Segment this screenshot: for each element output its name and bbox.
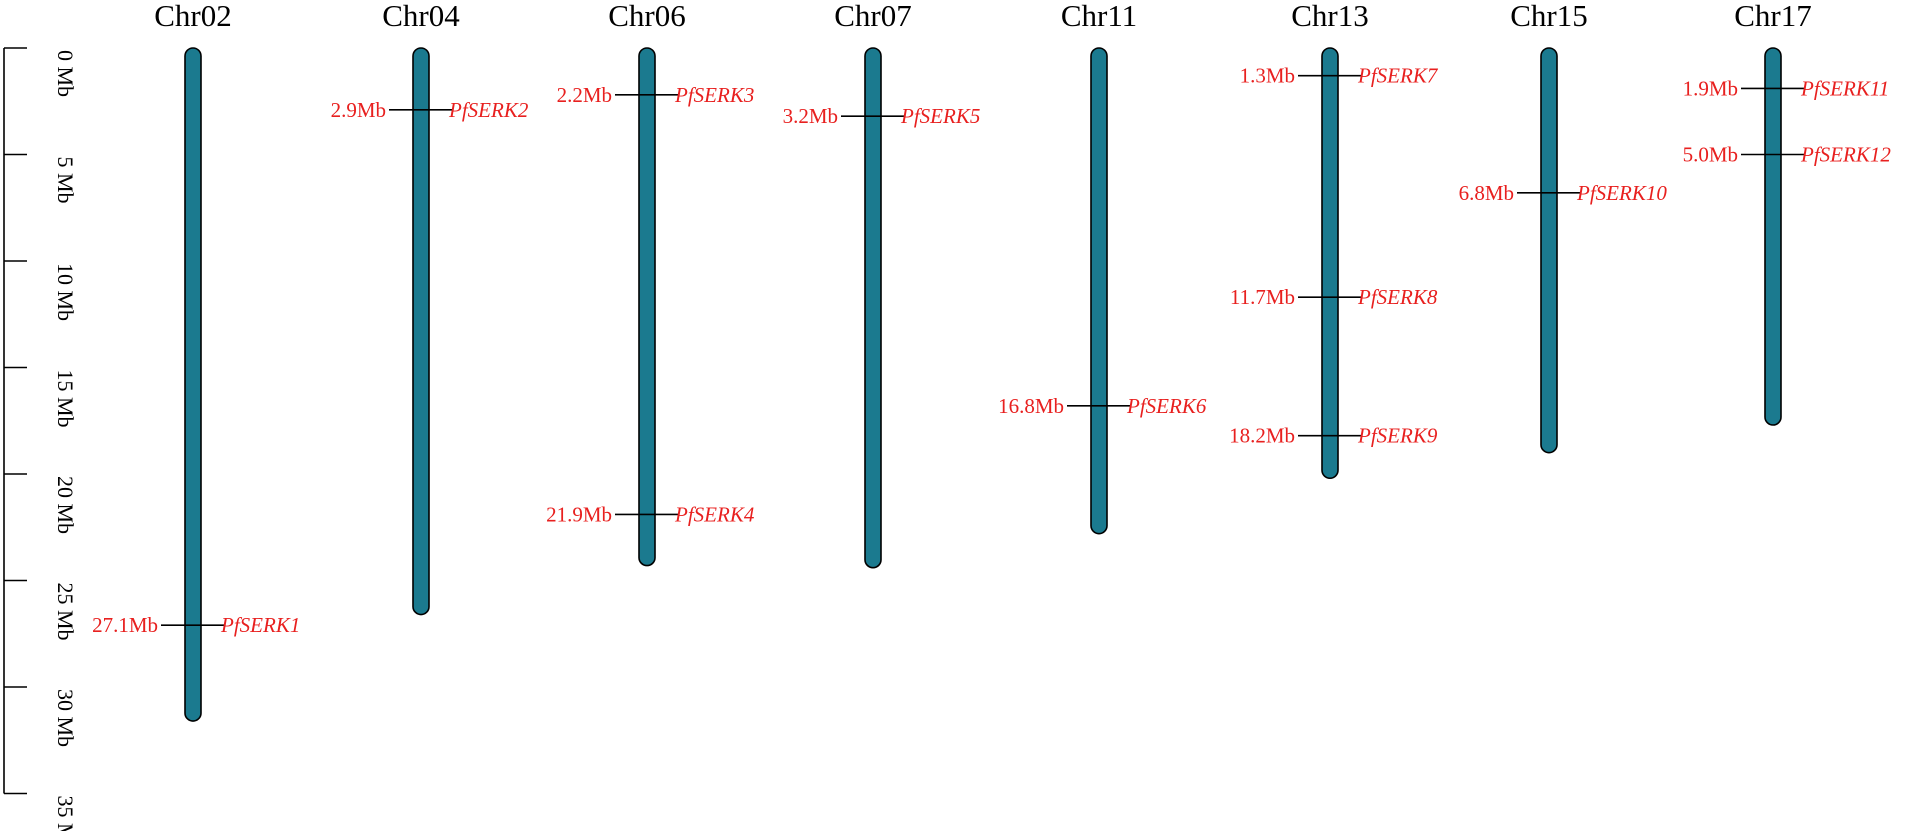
chromosome-title: Chr06 [608,0,686,33]
gene-marker-pfserk2: 2.9Mb PfSERK2 [331,98,529,122]
chromosome-chr07: Chr07 3.2Mb PfSERK5 [783,0,981,569]
chromosome-bar [638,47,656,567]
gene-marker-pfserk4: 21.9Mb PfSERK4 [546,502,755,526]
gene-marker-pfserk9: 18.2Mb PfSERK9 [1229,424,1438,448]
chromosome-chr06: Chr06 2.2Mb PfSERK3 21.9Mb PfSERK4 [546,0,755,567]
chromosome-title: Chr17 [1734,0,1812,33]
gene-marker-pfserk6: 16.8Mb PfSERK6 [998,394,1207,418]
gene-marker-pfserk8: 11.7Mb PfSERK8 [1230,285,1438,309]
gene-name-label: PfSERK6 [1126,394,1207,418]
gene-position-label: 2.9Mb [331,98,386,122]
chromosome-title: Chr07 [834,0,912,33]
chromosome-bar [184,47,202,722]
chromosome-chr04: Chr04 2.9Mb PfSERK2 [331,0,529,616]
chromosome-bar [1090,47,1108,535]
chromosomes: Chr02 27.1Mb PfSERK1 Chr04 2.9Mb PfSERK2 Chr06… [92,0,1892,722]
scale-tick-label: 20 Mb [53,476,78,534]
scale-tick-label: 35 Mb [53,796,78,831]
gene-name-label: PfSERK7 [1357,64,1439,88]
gene-position-label: 11.7Mb [1230,285,1295,309]
gene-name-label: PfSERK2 [448,98,529,122]
gene-position-label: 18.2Mb [1229,424,1295,448]
gene-position-label: 1.3Mb [1240,64,1295,88]
gene-position-label: 5.0Mb [1683,143,1738,167]
chromosome-title: Chr11 [1061,0,1137,33]
gene-name-label: PfSERK10 [1576,181,1667,205]
gene-position-label: 27.1Mb [92,613,158,637]
gene-marker-pfserk5: 3.2Mb PfSERK5 [783,104,981,128]
gene-name-label: PfSERK8 [1357,285,1438,309]
gene-marker-pfserk11: 1.9Mb PfSERK11 [1683,76,1890,100]
gene-position-label: 2.2Mb [557,83,612,107]
scale-tick-label: 25 Mb [53,583,78,641]
gene-position-label: 3.2Mb [783,104,838,128]
chromosome-title: Chr04 [382,0,460,33]
gene-name-label: PfSERK12 [1800,143,1891,167]
chromosome-title: Chr15 [1510,0,1588,33]
chromosome-bar [412,47,430,616]
gene-marker-pfserk3: 2.2Mb PfSERK3 [557,83,755,107]
scale-tick-label: 0 Mb [53,50,78,97]
chromosome-chr13: Chr13 1.3Mb PfSERK7 11.7Mb PfSERK8 18.2Mb PfSE… [1229,0,1439,480]
gene-position-label: 1.9Mb [1683,76,1738,100]
gene-marker-pfserk10: 6.8Mb PfSERK10 [1459,181,1668,205]
gene-marker-pfserk7: 1.3Mb PfSERK7 [1240,64,1439,88]
scale-tick-label: 10 Mb [53,263,78,321]
gene-name-label: PfSERK9 [1357,424,1438,448]
chromosome-chr11: Chr11 16.8Mb PfSERK6 [998,0,1207,535]
gene-position-label: 21.9Mb [546,502,612,526]
scale-tick-label: 15 Mb [53,370,78,428]
chromosome-title: Chr13 [1291,0,1369,33]
chromosome-bar [1764,47,1782,426]
scale-tick-label: 5 Mb [53,157,78,204]
gene-position-label: 6.8Mb [1459,181,1514,205]
chromosome-bar [864,47,882,569]
chromosome-chr17: Chr17 1.9Mb PfSERK11 5.0Mb PfSERK12 [1683,0,1892,426]
gene-name-label: PfSERK3 [674,83,754,107]
chromosome-chr02: Chr02 27.1Mb PfSERK1 [92,0,300,722]
gene-name-label: PfSERK5 [900,104,980,128]
gene-marker-pfserk1: 27.1Mb PfSERK1 [92,613,300,637]
gene-name-label: PfSERK11 [1800,76,1889,100]
chromosome-chr15: Chr15 6.8Mb PfSERK10 [1459,0,1668,454]
gene-position-label: 16.8Mb [998,394,1064,418]
scale-bar: 0 Mb 5 Mb 10 Mb 15 Mb 20 Mb 25 Mb 30 Mb 35 Mb [3,47,78,831]
chromosome-bar [1540,47,1558,454]
gene-marker-pfserk12: 5.0Mb PfSERK12 [1683,143,1892,167]
scale-tick-label: 30 Mb [53,689,78,747]
chromosome-bar [1321,47,1339,480]
gene-name-label: PfSERK4 [674,502,755,526]
chromosome-title: Chr02 [154,0,232,33]
gene-name-label: PfSERK1 [220,613,300,637]
